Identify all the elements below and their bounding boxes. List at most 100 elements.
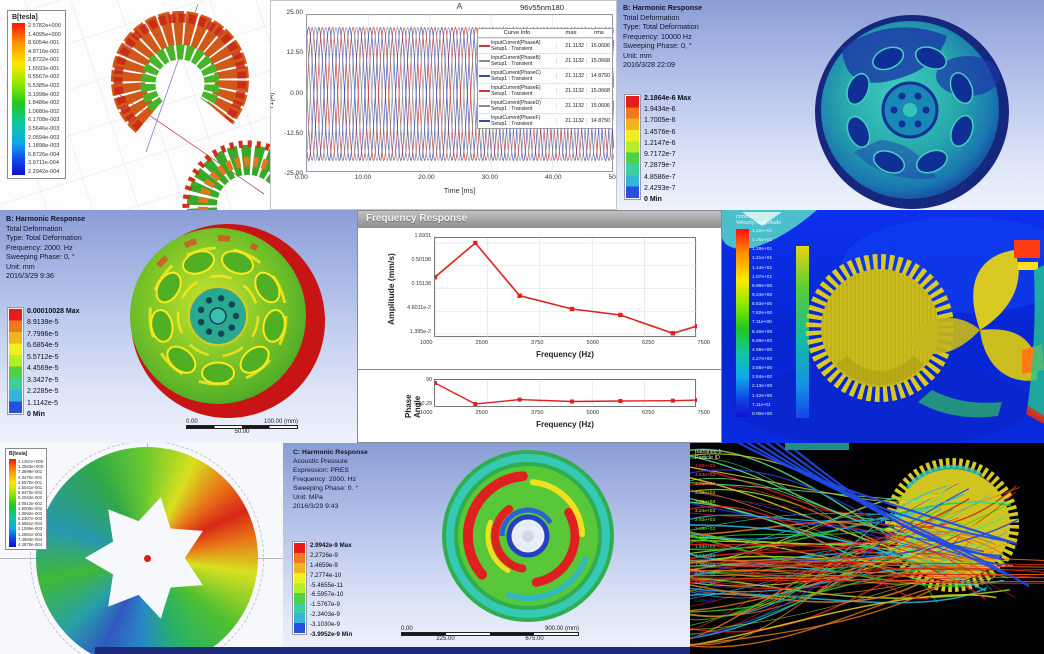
colorbar: [292, 541, 307, 635]
legend-value: 5.5385e-002: [28, 83, 60, 90]
legend-value: Type: Total Deformation: [6, 233, 82, 242]
x-axis-ticks: 0.00 10.00 20.00 30.00 40.00 50.00: [295, 174, 616, 181]
legend-value: -25.00: [284, 170, 303, 177]
legend-value: 9.72e+02: [695, 571, 716, 577]
legend-value: B: Harmonic Response: [6, 214, 86, 223]
curve-name: InputCurrent(PhaseD) Setup1 : Transient: [491, 100, 541, 112]
legend-value: 3750: [531, 410, 544, 416]
legend-value: 2.59e+03: [695, 526, 716, 532]
legend-value: Frequency: 10000 Hz: [623, 31, 692, 41]
legend-value: 7.7996e-5: [27, 330, 59, 338]
legend-value: B: Harmonic Response: [623, 3, 703, 12]
legend-value: 2.2942e-004: [28, 168, 60, 175]
curve-name: InputCurrent(PhaseF) Setup1 : Transient: [491, 115, 541, 127]
curve-swatch: [479, 120, 490, 122]
legend-value: 3.3427e-5: [27, 376, 59, 384]
legend-value: 1.07e+01: [752, 274, 773, 280]
rms-col: rms: [594, 30, 604, 36]
divider: [358, 369, 721, 370]
curve-name: InputCurrent(PhaseA) Setup1 : Transient: [491, 40, 541, 52]
legend-value: 7.2774e-10: [310, 571, 342, 579]
y-axis-ticks: 25.00 12.50 0.00 -12.50 -25.00: [277, 9, 303, 177]
legend-value: Type: Total Deformation: [623, 22, 699, 31]
legend-value: 1.14e+01: [752, 265, 773, 271]
legend-title: B[tesla]: [12, 14, 38, 21]
result-header: B: Harmonic Response Total Deformation Typ…: [6, 214, 85, 281]
legend-value: 0.00: [290, 89, 303, 97]
legend-value: 3.24e+03: [695, 508, 716, 514]
legend-value: 1.8008e-002: [18, 505, 43, 511]
legend-value: Particle ID: [695, 455, 720, 462]
wheel-graphic: [130, 224, 325, 418]
legend-value: pathlines-1: [695, 449, 722, 455]
legend-value: 0.00010028 Max: [27, 308, 80, 315]
frequency-axis-label-2: Frequency (Hz): [536, 420, 594, 429]
frequency-axis-label: Frequency (Hz): [536, 350, 594, 359]
legend-value: 2500: [475, 340, 488, 346]
legend-value: 5000: [586, 340, 599, 346]
legend-value: 1.62e+03: [695, 553, 716, 559]
legend-value: 3750: [531, 340, 544, 346]
x-axis-label: Time [ms]: [443, 186, 476, 195]
legend-value: 30.00: [481, 174, 499, 181]
phase-x-ticks: 1000 2500 3750 5000 6250 7500: [420, 410, 710, 416]
legend-value: 7.82e+00: [752, 311, 773, 317]
legend-value: 1.8486e-002: [28, 100, 60, 107]
legend-value: 1.395e-2: [409, 329, 431, 335]
legend-value: Total Deformation: [623, 12, 680, 22]
panel-frequency-response: Frequency Response Amplitude (mm/s) 1.69…: [357, 210, 722, 443]
particle-legend: pathlines-1 Particle ID 4.86e+03 4.53e+03 4…: [695, 449, 721, 604]
legend-value: 3.89e+03: [695, 490, 716, 496]
legend-value: 1.42e+00: [752, 393, 773, 399]
ruler-q3: 675.00: [525, 636, 544, 642]
legend-value: 6.2307e-003: [18, 516, 43, 522]
legend-value: Unit: MPa: [293, 493, 323, 501]
curve-info-row: InputCurrent(PhaseF) Setup1 : Transient 21…: [478, 113, 612, 128]
legend-value: 1.42e+01: [752, 228, 773, 234]
legend-value: 1.1142e-5: [27, 399, 59, 407]
legend-value: 5000: [586, 410, 599, 416]
legend-value: 4.6011e-2: [407, 305, 431, 311]
legend-value: 1.2681e-003: [18, 531, 43, 537]
curve-rms: 15.0606: [586, 103, 612, 109]
ruler-bar: [401, 632, 579, 636]
legend-value: 6.48e+02: [695, 580, 716, 586]
window-titlebar[interactable]: Frequency Response: [358, 211, 721, 228]
curve-swatch: [479, 75, 490, 77]
phase-curve: [435, 380, 697, 408]
amplitude-curve: [435, 238, 697, 338]
bottom-navy-strip: [95, 647, 690, 654]
legend-value: -12.50: [284, 129, 303, 137]
legend-value: 2.92e+03: [695, 517, 716, 523]
legend-value: 6.6854e-5: [27, 342, 59, 350]
legend-value: 1.6931: [414, 233, 432, 239]
legend-value: 5.5712e-5: [27, 353, 59, 361]
ruler-min: 0.00: [186, 419, 198, 425]
legend-value: 4.3470e-001: [18, 474, 43, 480]
legend-values: 2.9942e-9 Max 2.2726e-9 1.4659e-9 7.2774e-1…: [310, 542, 352, 638]
deformation-legend: 0.00010028 Max 8.9139e-5 7.7996e-5 6.6854e-…: [7, 307, 80, 418]
legend-value: 3.9711e-004: [28, 160, 60, 167]
legend-title: B[tesla]: [9, 451, 28, 457]
curve-max: 21.1132: [556, 118, 586, 124]
legend-value: C: Harmonic Response: [293, 449, 368, 456]
legend-value: 8.6054e-001: [28, 40, 60, 47]
legend-value: Unit: mm: [6, 261, 35, 271]
legend-value: 9.24e+00: [752, 292, 773, 298]
curve-info-legend: Curve Info max rms InputCurrent(PhaseA) S…: [477, 28, 613, 129]
legend-value: 2.1864e-6 Max: [644, 95, 692, 102]
legend-value: 3.56e+03: [695, 499, 716, 505]
field-legend: B[tesla] 2.5782e+000 1.4095e+000 8.6054e-0…: [7, 10, 66, 179]
panel-acoustic-pressure: C: Harmonic Response Acoustic Pressure Exp…: [283, 443, 690, 654]
legend-value: 7.3899e-001: [18, 469, 43, 475]
ruler-min: 0.00: [401, 626, 413, 632]
curve-rms: 15.0668: [586, 58, 612, 64]
legend-value: 4.86e+03: [695, 463, 716, 469]
legend-value: 10.00: [354, 174, 372, 181]
legend-value: 1.5041e-001: [18, 484, 43, 490]
legend-value: 2.0594e-003: [28, 134, 60, 141]
legend-value: 1.1898e-003: [28, 143, 60, 150]
legend-value: 0.00: [295, 174, 308, 181]
legend-value: 4.53e+03: [695, 472, 716, 478]
panel-maxwell-ring: B[tesla] 2.1357e+000 1.2563e+000 7.3899e-0…: [0, 443, 283, 654]
